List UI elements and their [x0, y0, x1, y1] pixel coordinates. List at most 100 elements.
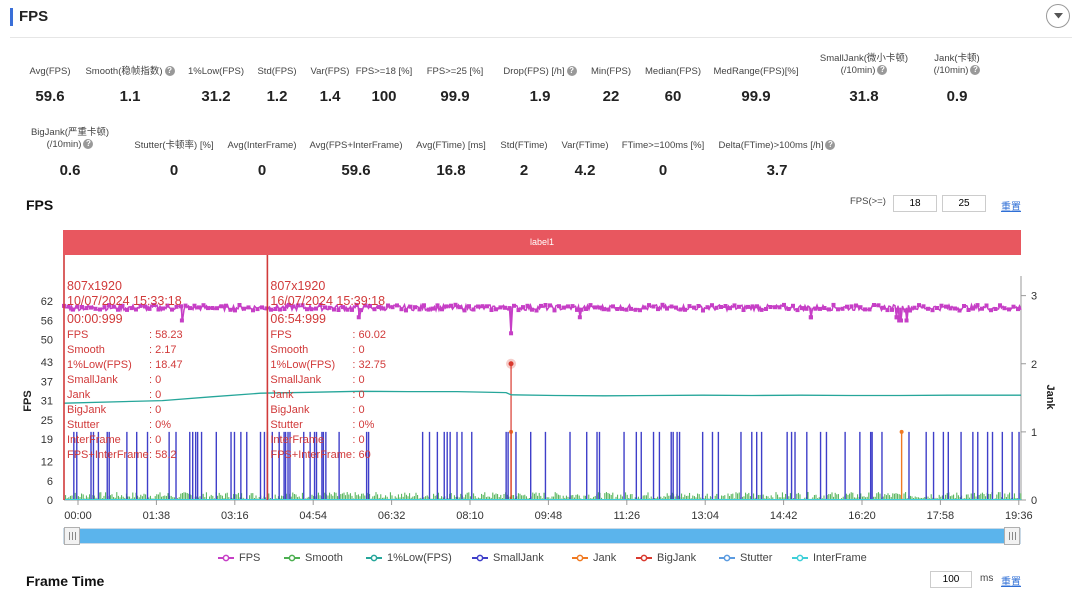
fps-marker	[467, 304, 471, 309]
legend-item-smalljank[interactable]: SmallJank	[472, 552, 544, 564]
metric-label-unit: (/10min)	[46, 139, 82, 150]
x-tick-label: 13:04	[691, 510, 719, 522]
help-icon[interactable]: ?	[164, 66, 175, 77]
frame-time-title: Frame Time	[26, 573, 105, 589]
fps-marker	[633, 307, 638, 312]
fps-marker	[291, 304, 296, 309]
fps-marker	[741, 308, 746, 312]
fps-marker	[602, 307, 606, 312]
fps-marker	[260, 305, 264, 310]
fps-marker	[939, 303, 944, 308]
legend-swatch	[719, 554, 735, 562]
fps-marker	[642, 305, 647, 310]
metric-bigjank: BigJank(严重卡顿) (/10min)? 0.6	[0, 127, 140, 179]
fps-marker	[647, 303, 651, 308]
help-icon[interactable]: ?	[825, 140, 836, 151]
fps-marker	[692, 305, 696, 310]
legend-item-stutter[interactable]: Stutter	[719, 552, 772, 564]
help-icon[interactable]: ?	[566, 66, 577, 77]
fps-marker	[66, 304, 71, 309]
help-icon[interactable]: ?	[83, 139, 94, 150]
fps-marker	[629, 306, 633, 311]
fps-dip-marker	[179, 318, 184, 323]
metric-label-text: Var(FTime)	[561, 140, 609, 151]
legend-item-fps[interactable]: FPS	[218, 552, 260, 564]
series-smooth	[63, 492, 1022, 500]
fps-marker	[233, 308, 237, 313]
fps-marker	[656, 307, 660, 312]
fps-marker	[570, 304, 575, 309]
fps-marker	[426, 307, 431, 312]
fps-marker	[269, 307, 273, 312]
metric-value: 0	[169, 162, 179, 179]
metric-fps-18: FPS>=18 [%] 100	[314, 66, 454, 105]
metric-value: 31.2	[201, 88, 231, 105]
metric-label: Stutter(卡顿率) [%]	[104, 140, 244, 152]
collapse-button[interactable]	[1046, 4, 1070, 28]
help-icon[interactable]: ?	[970, 65, 981, 76]
metric-min-fps: Min(FPS) 22	[541, 66, 681, 105]
fps-marker	[615, 307, 620, 311]
fps-marker	[719, 305, 723, 309]
fps-marker	[215, 306, 219, 311]
tooltip-value: : 0	[149, 434, 161, 446]
metric-label: Avg(InterFrame)	[192, 140, 332, 152]
fps-marker	[683, 307, 687, 312]
x-tick-label: 16:20	[848, 510, 876, 522]
legend-item-bigjank[interactable]: BigJank	[636, 552, 696, 564]
metric-label: BigJank(严重卡顿) (/10min)?	[0, 127, 140, 151]
fps-marker	[120, 303, 125, 308]
fps-marker	[737, 304, 741, 309]
fps-marker	[300, 303, 305, 308]
slider-left-handle[interactable]	[64, 527, 80, 545]
fps-marker	[593, 305, 597, 310]
x-tick-label: 17:58	[927, 510, 955, 522]
fps-marker	[404, 308, 408, 313]
fps-marker	[341, 305, 345, 310]
title-accent-bar	[10, 8, 13, 26]
fps-marker	[746, 304, 750, 309]
fps-marker	[75, 304, 80, 309]
fps-marker	[480, 304, 485, 309]
fps-marker	[845, 304, 849, 309]
metric-value: 0.9	[946, 88, 968, 105]
tooltip-value: : 18.47	[149, 359, 183, 371]
y-tick-label: 31	[41, 396, 53, 408]
help-icon[interactable]: ?	[877, 65, 888, 76]
fps-marker	[611, 304, 615, 309]
fps-marker	[980, 306, 984, 311]
frame-time-reset-link[interactable]: 重置	[1001, 577, 1021, 588]
fps-marker	[854, 303, 858, 308]
fps-marker	[278, 307, 282, 312]
legend-item-jank[interactable]: Jank	[572, 552, 616, 564]
metric-value: 59.6	[341, 162, 371, 179]
fps-marker	[714, 305, 719, 310]
legend-item-smooth[interactable]: Smooth	[284, 552, 343, 564]
fps-marker	[710, 303, 714, 308]
fps-marker	[732, 303, 737, 308]
legend-item-interframe[interactable]: InterFrame	[792, 552, 867, 564]
bigjank-point	[508, 361, 514, 367]
legend-item-1-low-fps-[interactable]: 1%Low(FPS)	[366, 552, 452, 564]
tooltip-key: Smooth	[67, 344, 105, 356]
metric-label: Var(FPS)	[260, 66, 400, 78]
fps-marker	[251, 308, 255, 313]
frame-time-threshold-input[interactable]	[930, 571, 972, 588]
fps-chart-title: FPS	[26, 197, 54, 213]
time-range-slider[interactable]	[63, 528, 1021, 544]
metric-label-text: Min(FPS)	[590, 66, 632, 77]
fps-reset-link[interactable]: 重置	[1001, 202, 1021, 213]
fps-marker	[138, 303, 143, 308]
y-tick-label: 19	[41, 434, 53, 446]
x-tick-label: 19:36	[1005, 510, 1033, 522]
fps-marker	[795, 308, 800, 313]
fps-marker	[336, 308, 341, 312]
fps-marker	[413, 305, 417, 310]
fps-threshold-input-1[interactable]	[893, 195, 937, 212]
fps-marker	[548, 303, 552, 308]
y-tick-label: 0	[47, 495, 53, 507]
fps-threshold-input-2[interactable]	[942, 195, 986, 212]
slider-right-handle[interactable]	[1004, 527, 1020, 545]
fps-marker	[827, 307, 831, 312]
